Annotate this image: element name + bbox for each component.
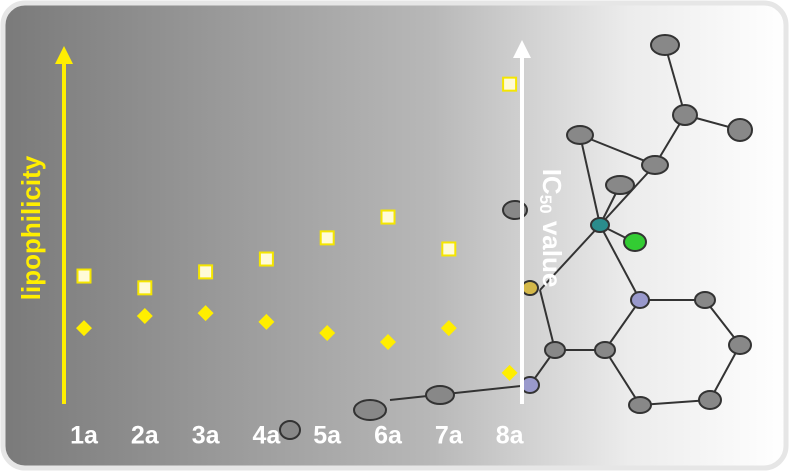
panel <box>3 3 786 468</box>
square-marker <box>442 242 455 255</box>
x-tick-label: 3a <box>192 422 221 450</box>
y2-label-main: IC <box>537 169 567 195</box>
x-tick-label: 8a <box>496 422 525 450</box>
x-tick-label: 5a <box>313 422 342 450</box>
x-tick-label: 1a <box>70 422 99 450</box>
square-marker <box>78 270 91 283</box>
square-marker <box>199 265 212 278</box>
x-tick-label: 7a <box>435 422 464 450</box>
x-tick-label: 6a <box>374 422 403 450</box>
x-tick-label: 2a <box>131 422 160 450</box>
square-marker <box>321 231 334 244</box>
y-axis-label: lipophilicity <box>16 155 46 300</box>
y2-label-rest: value <box>537 214 567 288</box>
square-marker <box>138 281 151 294</box>
square-marker <box>503 78 516 91</box>
page: {"chart_data": {"type": "scatter", "y_la… <box>0 0 789 471</box>
chart: lipophilicity IC50 value 1a 2a 3a 4a 5a 6a 7a 8… <box>0 0 789 471</box>
x-tick-label: 4a <box>252 422 281 450</box>
square-marker <box>382 211 395 224</box>
y2-axis-label: IC50 value <box>536 169 568 288</box>
y2-label-sub: 50 <box>536 195 555 214</box>
square-marker <box>260 253 273 266</box>
